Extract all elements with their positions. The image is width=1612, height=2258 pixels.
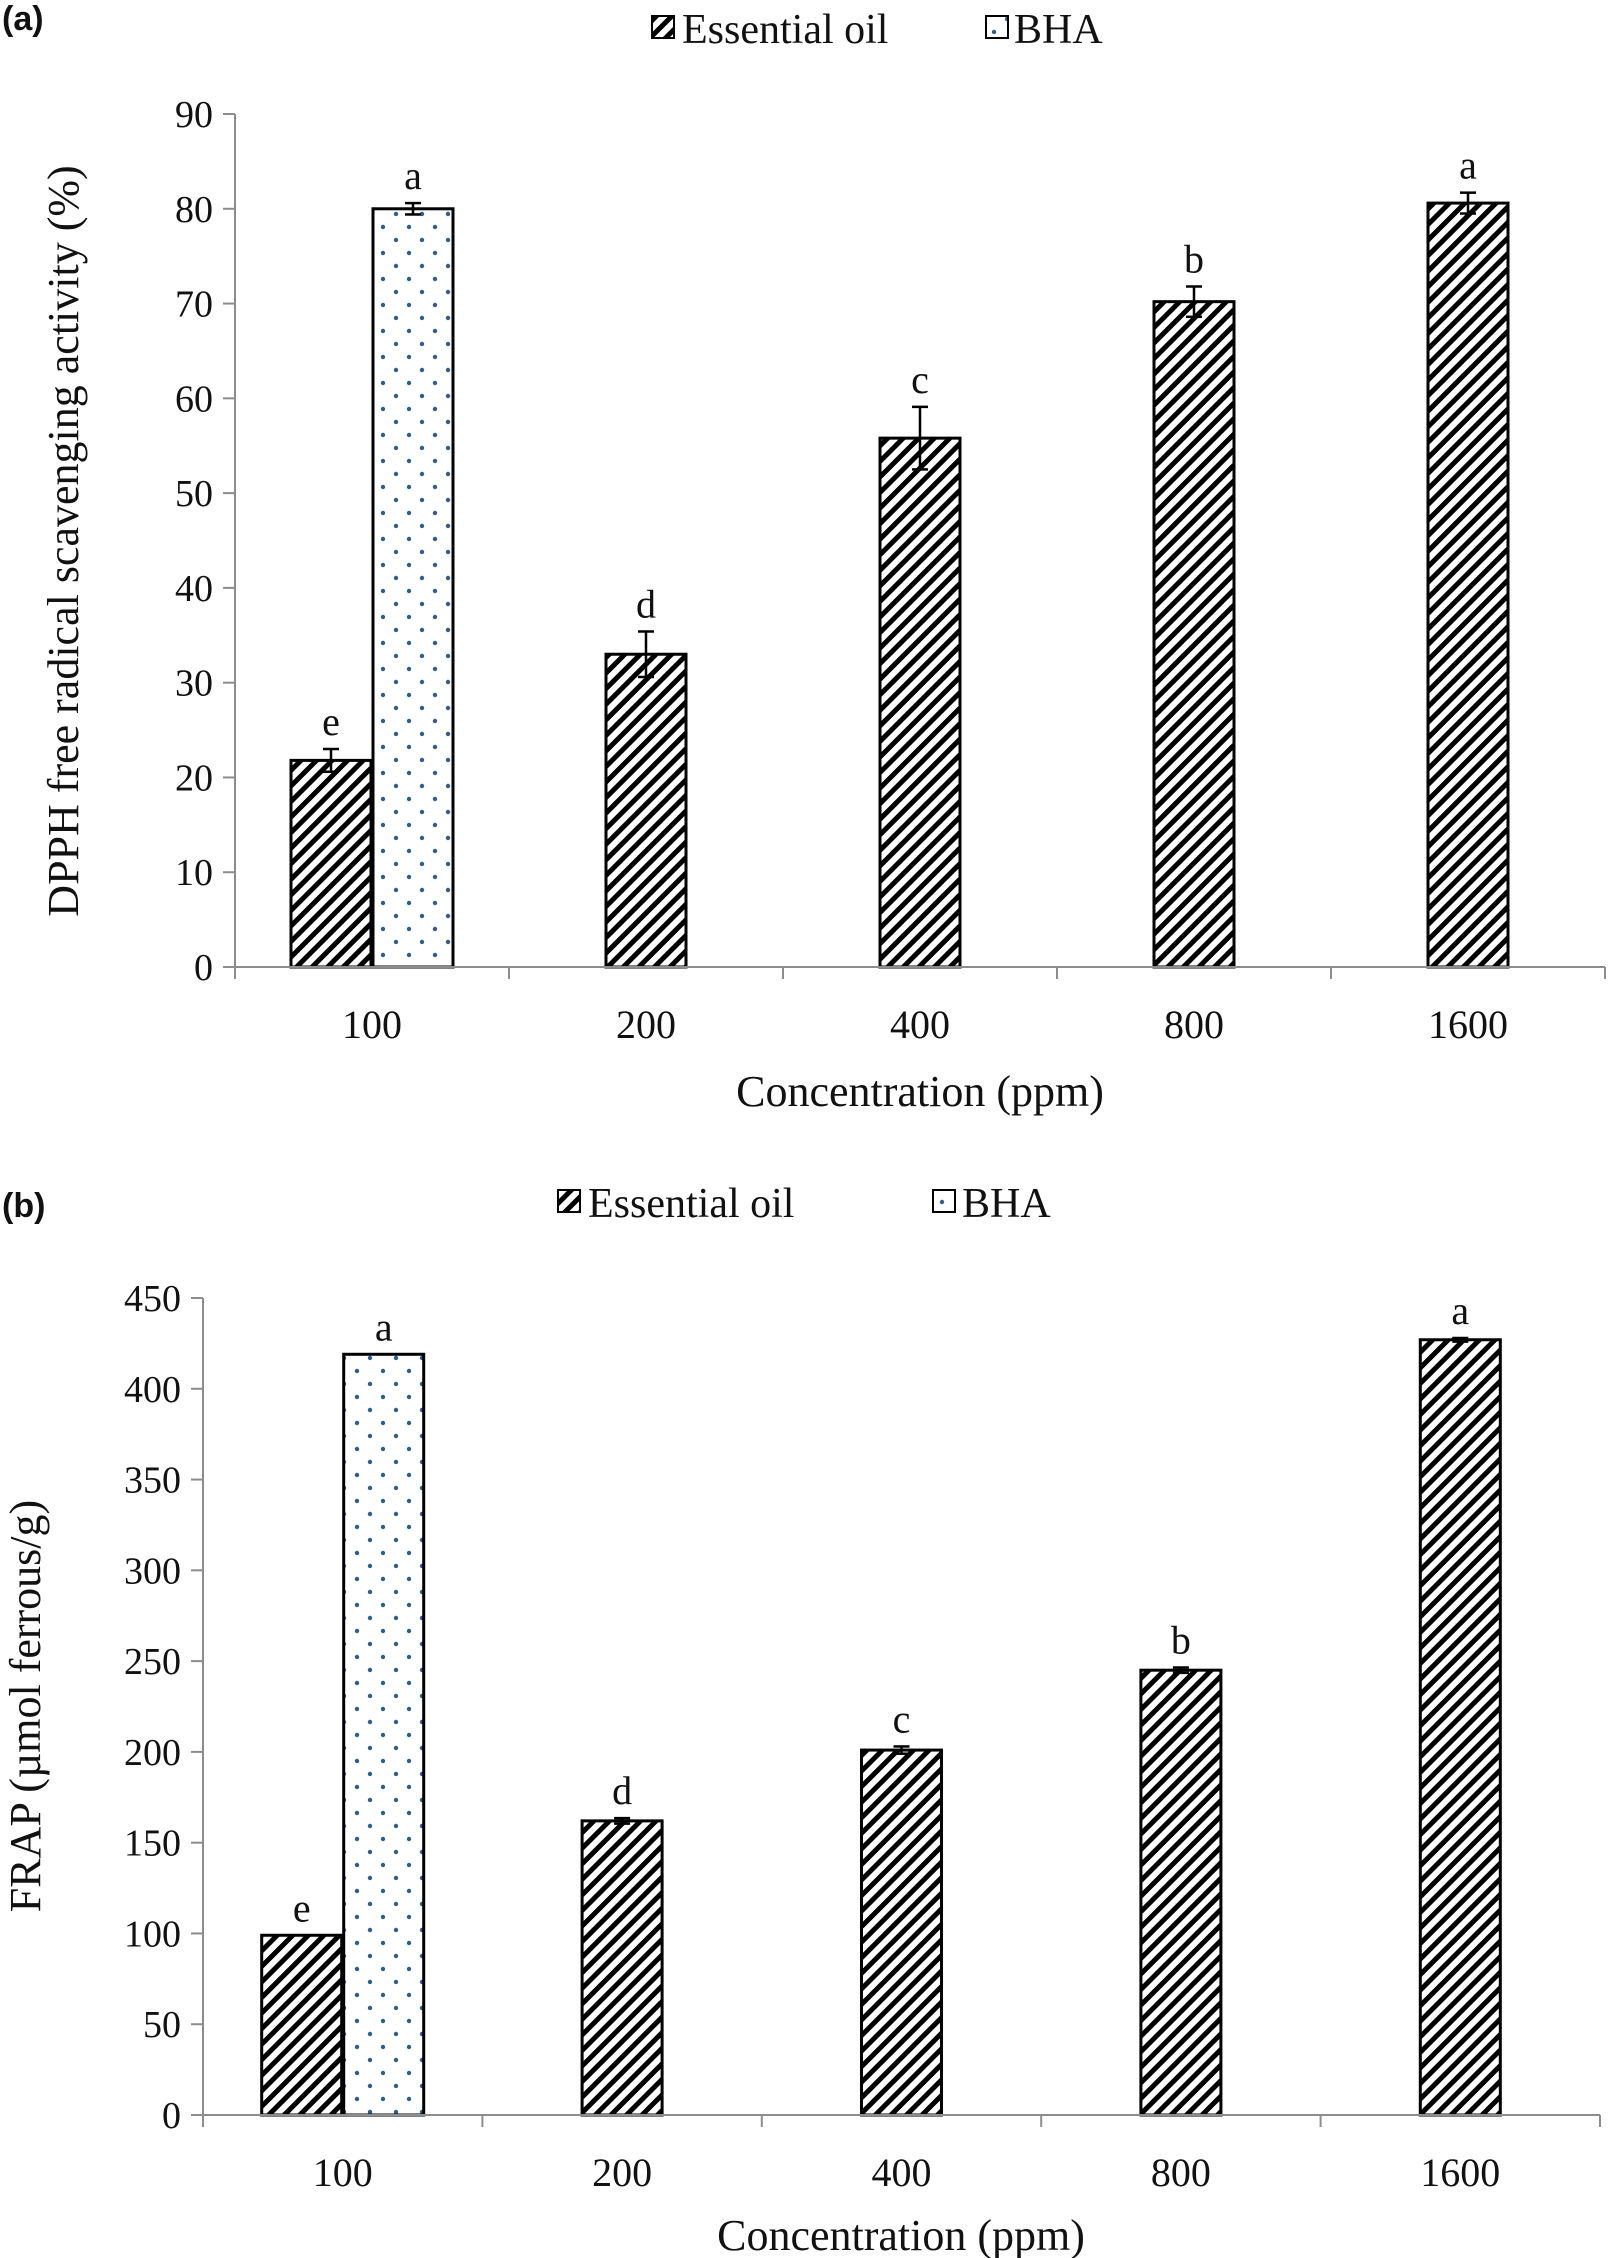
panel-b-x-tick-label-100: 100 [313, 2150, 373, 2195]
panel-a-legend-swatch-essential-oil [651, 15, 675, 39]
panel-b-label: (b) [2, 1187, 45, 1225]
panel-a-y-tick-label: 10 [175, 852, 213, 894]
panel-a-x-tick-label-100: 100 [342, 1002, 402, 1047]
panel-a-data-label-essential-oil-800: b [1184, 236, 1204, 281]
panel-b-y-tick-label: 50 [143, 2004, 181, 2046]
panel-a-bar-essential-oil-400 [878, 436, 962, 969]
panel-b-y-tick-label: 200 [124, 1732, 181, 1774]
panel-a-y-tick-label: 90 [175, 94, 213, 136]
panel-b-y-tick-label: 150 [124, 1823, 181, 1865]
panel-b-y-axis-ticks: 0 50 100 150 200 250 300 350 400 450 [124, 1278, 203, 2137]
panel-b-bar-essential-oil-200 [580, 1819, 664, 2117]
panel-a-legend-swatch-bha [985, 15, 1009, 39]
panel-a-x-tick-label-200: 200 [616, 1002, 676, 1047]
panel-a-y-tick-label: 40 [175, 568, 213, 610]
panel-b-bars [260, 1338, 1502, 2117]
panel-a-y-axis-ticks: 0 10 20 30 40 50 60 70 80 90 [175, 94, 235, 989]
panel-b-data-label-essential-oil-400: c [893, 1696, 911, 1741]
panel-b-error-bars [614, 1336, 1469, 1825]
panel-b-data-label-essential-oil-100: e [293, 1885, 311, 1930]
panel-a-legend-label-essential-oil: Essential oil [682, 7, 888, 53]
panel-b-bar-essential-oil-1600 [1418, 1338, 1502, 2117]
panel-a-x-axis-title: Concentration (ppm) [736, 1067, 1104, 1116]
panel-b-data-label-essential-oil-1600: a [1451, 1288, 1469, 1333]
panel-b-bar-essential-oil-100 [260, 1933, 344, 2117]
panel-b-y-tick-label: 100 [124, 1913, 181, 1955]
panel-a-data-label-essential-oil-400: c [911, 357, 929, 402]
panel-a-legend: Essential oil BHA [651, 7, 1103, 53]
panel-a-data-label-bha-100: a [404, 153, 422, 198]
panel-b-legend: Essential oil BHA [557, 1181, 1051, 1227]
panel-b-y-tick-label: 350 [124, 1460, 181, 1502]
panel-b-bar-bha-100 [342, 1352, 426, 2117]
panel-a-y-tick-label: 0 [194, 947, 213, 989]
panel-a-x-tick-label-800: 800 [1164, 1002, 1224, 1047]
panel-a-y-tick-label: 20 [175, 757, 213, 799]
panel-b-x-tick-label-1600: 1600 [1420, 2150, 1500, 2195]
panel-b-x-tick-label-400: 400 [872, 2150, 932, 2195]
panel-b-data-labels: e a d c b a [293, 1288, 1470, 1930]
panel-b-x-tick-label-800: 800 [1151, 2150, 1211, 2195]
panel-a-bar-essential-oil-1600 [1426, 201, 1510, 969]
panel-a-x-tick-label-400: 400 [890, 1002, 950, 1047]
panel-b-bar-essential-oil-400 [860, 1748, 943, 2117]
panel-b-x-tick-label-200: 200 [592, 2150, 652, 2195]
panel-a-bars [289, 201, 1510, 969]
panel-b-y-tick-label: 0 [162, 2095, 181, 2137]
panel-b: (b) Essential oil BHA 0 50 100 150 200 250 300… [1, 1181, 1601, 2258]
panel-b-data-label-bha-100: a [375, 1304, 393, 1349]
panel-b-data-label-essential-oil-200: d [612, 1768, 632, 1813]
panel-b-y-axis-title: FRAP (µmol ferrous/g) [1, 1500, 50, 1912]
panel-a-y-tick-label: 80 [175, 189, 213, 231]
panel-b-y-tick-label: 300 [124, 1550, 181, 1592]
panel-b-bar-essential-oil-800 [1139, 1668, 1223, 2117]
panel-a-x-axis-ticks [234, 967, 1606, 979]
panel-a-data-label-essential-oil-100: e [322, 699, 340, 744]
panel-a-y-tick-label: 60 [175, 378, 213, 420]
panel-a-data-label-essential-oil-200: d [636, 581, 656, 626]
panel-b-x-axis-ticks [202, 2115, 1601, 2127]
panel-a-error-bars [323, 191, 1476, 774]
panel-b-legend-label-bha: BHA [962, 1181, 1051, 1227]
panel-a-y-tick-label: 50 [175, 473, 213, 515]
panel-a-y-tick-label: 70 [175, 284, 213, 326]
panel-b-legend-label-essential-oil: Essential oil [588, 1181, 794, 1227]
panel-a-bar-essential-oil-200 [604, 652, 688, 969]
panel-a-bar-bha-100 [371, 207, 455, 969]
panel-a-data-labels: e a d c b a [322, 143, 1477, 744]
panel-b-y-tick-label: 450 [124, 1278, 181, 1320]
panel-a-y-tick-label: 30 [175, 663, 213, 705]
panel-a-legend-label-bha: BHA [1014, 7, 1103, 53]
panel-b-x-axis-title: Concentration (ppm) [717, 2211, 1085, 2258]
panel-b-y-tick-label: 250 [124, 1641, 181, 1683]
panel-a-bar-essential-oil-800 [1152, 300, 1236, 969]
panel-b-y-tick-label: 400 [124, 1369, 181, 1411]
panel-a-x-tick-label-1600: 1600 [1428, 1002, 1508, 1047]
panel-b-legend-swatch-bha [932, 1189, 956, 1213]
panel-a-label: (a) [2, 0, 44, 38]
panel-a: (a) Essential oil BHA 0 10 20 30 40 50 60 70 80 9… [2, 0, 1606, 1116]
panel-b-legend-swatch-essential-oil [557, 1189, 581, 1213]
panel-a-data-label-essential-oil-1600: a [1459, 143, 1477, 188]
panel-a-y-axis-title: DPPH free radical scavenging activity (%… [39, 165, 88, 916]
panel-a-bar-essential-oil-100 [289, 758, 373, 969]
panel-b-data-label-essential-oil-800: b [1171, 1617, 1191, 1662]
